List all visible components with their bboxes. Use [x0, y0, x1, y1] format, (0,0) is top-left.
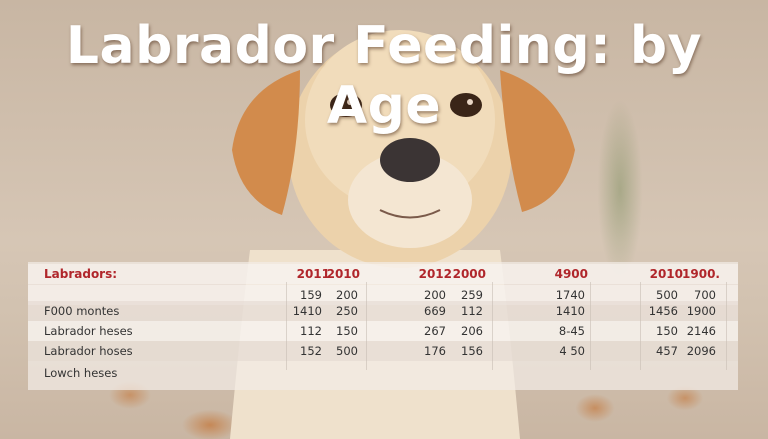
table-header-row: Labradors: 2011 2010 2012 2000 4900 2010…	[28, 264, 738, 284]
table-cell: 500	[336, 344, 358, 358]
table-header-label: Labradors:	[44, 267, 118, 281]
column-divider	[492, 282, 493, 370]
table-cell: 152	[300, 344, 322, 358]
table-cell: 200	[336, 288, 358, 302]
column-divider	[726, 282, 727, 370]
table-cell: 1900	[686, 304, 716, 318]
table-cell: 150	[656, 324, 678, 338]
page-title: Labrador Feeding: by Age	[65, 16, 703, 136]
row-label: Lowch heses	[44, 366, 118, 380]
table-row: Labrador hoses 152 500 176 156 4 50 457 …	[28, 341, 738, 361]
column-header: 2011	[296, 267, 330, 281]
table-cell: 4 50	[559, 344, 585, 358]
table-cell: 156	[461, 344, 483, 358]
table-cell: 112	[461, 304, 483, 318]
column-header: 2010	[326, 267, 360, 281]
column-header: 2012	[418, 267, 452, 281]
row-label: F000 montes	[44, 304, 120, 318]
table-cell: 112	[300, 324, 322, 338]
column-divider	[366, 282, 367, 370]
column-header: 2010	[649, 267, 683, 281]
column-header: 4900	[554, 267, 588, 281]
table-cell: 1456	[648, 304, 678, 318]
table-cell: 1410	[292, 304, 322, 318]
table-row: F000 montes 1410 250 669 112 1410 1456 1…	[28, 301, 738, 321]
table-cell: 200	[424, 288, 446, 302]
table-cell: 206	[461, 324, 483, 338]
column-divider	[286, 282, 287, 370]
table-cell: 250	[336, 304, 358, 318]
table-cell: 2146	[686, 324, 716, 338]
table-row: Lowch heses	[28, 363, 738, 383]
table-cell: 267	[424, 324, 446, 338]
table-cell: 259	[461, 288, 483, 302]
table-cell: 159	[300, 288, 322, 302]
table-cell: 8-45	[558, 324, 585, 338]
table-cell: 500	[656, 288, 678, 302]
table-row: 159 200 200 259 1740 500 700	[28, 285, 738, 305]
table-cell: 669	[424, 304, 446, 318]
table-cell: 1740	[555, 288, 585, 302]
column-header: 2000	[452, 267, 486, 281]
table-cell: 150	[336, 324, 358, 338]
row-label: Labrador heses	[44, 324, 133, 338]
table-cell: 700	[694, 288, 716, 302]
column-header: 1900.	[682, 267, 720, 281]
column-divider	[590, 282, 591, 370]
column-divider	[640, 282, 641, 370]
table-cell: 1410	[555, 304, 585, 318]
row-label: Labrador hoses	[44, 344, 133, 358]
table-cell: 457	[656, 344, 678, 358]
table-cell: 176	[424, 344, 446, 358]
feeding-table: Labradors: 2011 2010 2012 2000 4900 2010…	[28, 262, 738, 390]
table-cell: 2096	[686, 344, 716, 358]
table-row: Labrador heses 112 150 267 206 8-45 150 …	[28, 321, 738, 341]
